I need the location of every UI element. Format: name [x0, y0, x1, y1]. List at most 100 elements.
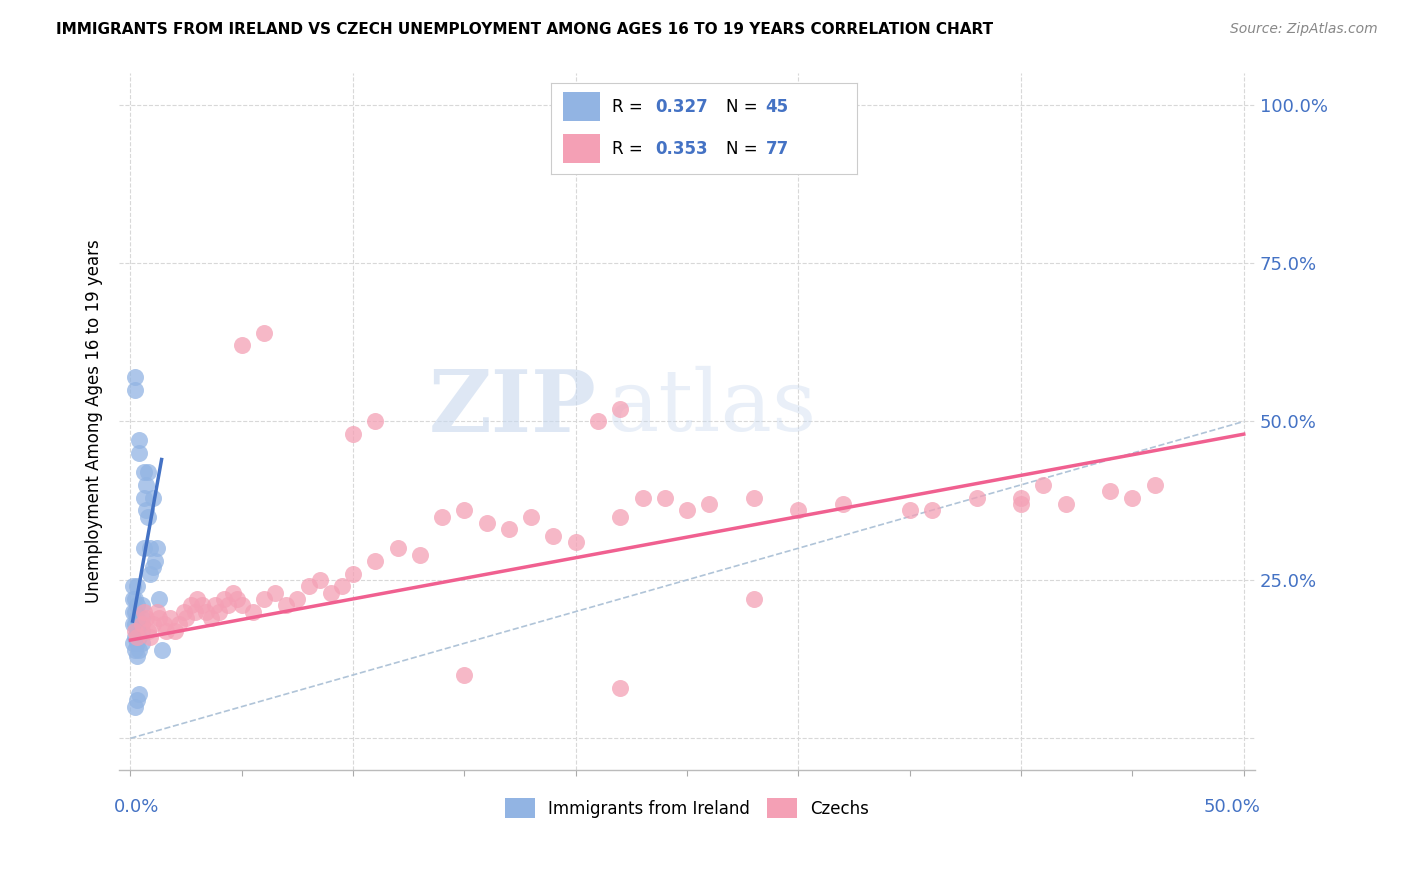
Text: 50.0%: 50.0% — [1204, 797, 1261, 816]
Point — [127, 693, 149, 707]
Point — [131, 624, 153, 638]
Point — [148, 611, 170, 625]
Point — [124, 617, 146, 632]
Point — [498, 522, 520, 536]
Point — [148, 591, 170, 606]
Point — [143, 554, 166, 568]
Point — [453, 668, 475, 682]
Point — [174, 611, 197, 625]
Point — [155, 624, 177, 638]
Point — [142, 560, 165, 574]
Point — [127, 579, 149, 593]
Point — [180, 599, 202, 613]
Point — [128, 617, 150, 632]
Point — [742, 591, 765, 606]
Point — [139, 541, 162, 556]
Legend: Immigrants from Ireland, Czechs: Immigrants from Ireland, Czechs — [498, 792, 876, 824]
Text: IMMIGRANTS FROM IRELAND VS CZECH UNEMPLOYMENT AMONG AGES 16 TO 19 YEARS CORRELAT: IMMIGRANTS FROM IRELAND VS CZECH UNEMPLO… — [56, 22, 994, 37]
Point — [787, 503, 810, 517]
Point — [142, 617, 165, 632]
Point — [231, 338, 253, 352]
Point — [127, 624, 149, 638]
Point — [387, 541, 409, 556]
Point — [136, 465, 159, 479]
Point — [676, 503, 699, 517]
Point — [921, 503, 943, 517]
Point — [124, 699, 146, 714]
Point — [124, 591, 146, 606]
Point — [190, 599, 212, 613]
Point — [1010, 491, 1032, 505]
Point — [543, 528, 565, 542]
Point — [1010, 497, 1032, 511]
Point — [127, 630, 149, 644]
Point — [127, 636, 149, 650]
Point — [128, 630, 150, 644]
Point — [342, 427, 364, 442]
Point — [231, 599, 253, 613]
Point — [132, 605, 155, 619]
Point — [1054, 497, 1077, 511]
Point — [124, 630, 146, 644]
Point — [297, 579, 319, 593]
Point — [124, 642, 146, 657]
Point — [131, 611, 153, 625]
Point — [287, 591, 309, 606]
Point — [699, 497, 721, 511]
Point — [124, 605, 146, 619]
Point — [609, 401, 631, 416]
Point — [121, 617, 143, 632]
Point — [1143, 478, 1166, 492]
Point — [631, 491, 654, 505]
Point — [124, 624, 146, 638]
Point — [330, 579, 353, 593]
Point — [127, 599, 149, 613]
Point — [124, 383, 146, 397]
Point — [153, 617, 176, 632]
Point — [128, 446, 150, 460]
Point — [319, 585, 342, 599]
Point — [139, 566, 162, 581]
Point — [163, 624, 186, 638]
Point — [128, 642, 150, 657]
Point — [226, 591, 249, 606]
Point — [132, 465, 155, 479]
Point — [409, 548, 432, 562]
Point — [742, 491, 765, 505]
Point — [264, 585, 287, 599]
Point — [131, 599, 153, 613]
Point — [124, 370, 146, 384]
Point — [127, 611, 149, 625]
Point — [364, 415, 387, 429]
Point — [135, 611, 157, 625]
Point — [121, 636, 143, 650]
Point — [136, 509, 159, 524]
Point — [173, 605, 195, 619]
Y-axis label: Unemployment Among Ages 16 to 19 years: Unemployment Among Ages 16 to 19 years — [86, 240, 103, 603]
Point — [1099, 484, 1122, 499]
Point — [139, 630, 162, 644]
Point — [520, 509, 543, 524]
Text: 0.0%: 0.0% — [114, 797, 159, 816]
Text: atlas: atlas — [607, 366, 817, 450]
Point — [654, 491, 676, 505]
Point — [242, 605, 264, 619]
Point — [132, 541, 155, 556]
Point — [121, 591, 143, 606]
Point — [135, 478, 157, 492]
Point — [212, 591, 235, 606]
Point — [430, 509, 453, 524]
Point — [308, 573, 330, 587]
Point — [1032, 478, 1054, 492]
Point — [159, 611, 181, 625]
Point — [195, 605, 218, 619]
Text: ZIP: ZIP — [429, 366, 596, 450]
Point — [131, 617, 153, 632]
Point — [1121, 491, 1143, 505]
Point — [131, 636, 153, 650]
Point — [132, 491, 155, 505]
Point — [150, 642, 173, 657]
Point — [609, 509, 631, 524]
Point — [966, 491, 988, 505]
Point — [222, 585, 245, 599]
